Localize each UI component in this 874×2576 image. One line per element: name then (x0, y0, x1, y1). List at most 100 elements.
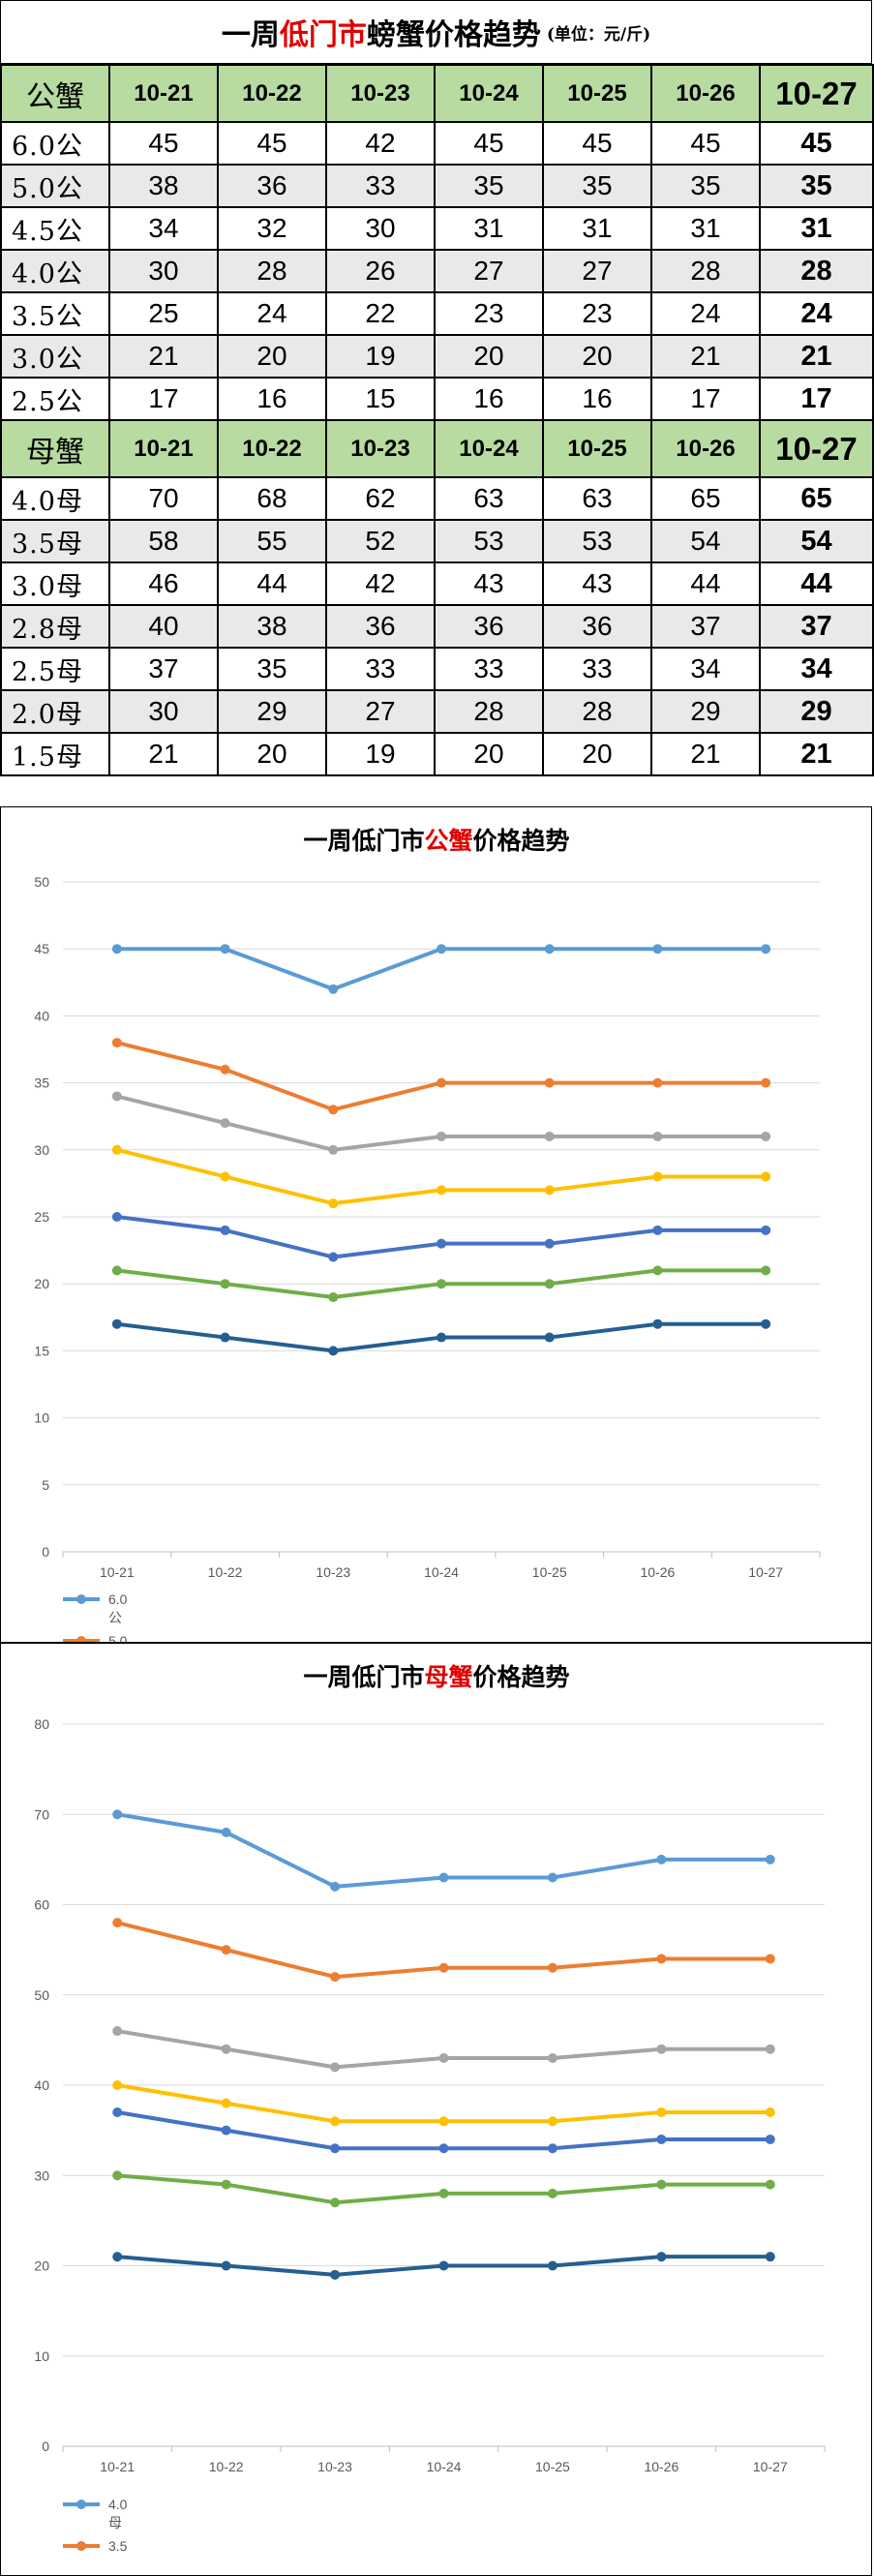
data-point (765, 1954, 775, 1964)
price-cell: 34 (650, 647, 761, 691)
data-point (547, 1872, 558, 1883)
data-point (652, 1131, 663, 1141)
x-tick-label: 10-26 (644, 2459, 678, 2474)
price-cell: 54 (650, 519, 761, 563)
data-point (765, 2252, 775, 2262)
date-header-cell: 10-21 (108, 64, 219, 123)
x-tick-label: 10-25 (532, 1564, 567, 1580)
table-row: 1.5母 21 20 19 20 20 21 21 (0, 732, 874, 776)
legend-entry: 3.5 (63, 2538, 128, 2554)
data-point (544, 1238, 555, 1249)
data-point (437, 1077, 446, 1088)
price-cell: 17 (759, 377, 874, 421)
data-point (438, 2260, 449, 2271)
y-tick-label: 40 (34, 2077, 49, 2093)
data-point (112, 2252, 123, 2262)
chart-title-prefix: 一周低门市 (303, 827, 424, 855)
price-cell: 36 (434, 604, 544, 649)
data-point (761, 1225, 771, 1235)
title-unit: (单位：元/斤) (546, 24, 651, 45)
data-point (547, 2116, 558, 2127)
data-point (547, 1962, 558, 1973)
data-point (112, 2170, 123, 2181)
price-cell: 36 (217, 164, 327, 208)
price-cell: 35 (217, 647, 327, 691)
x-tick-label: 10-27 (748, 1564, 783, 1580)
data-point (221, 2044, 231, 2054)
female-table-header-label: 母蟹 (0, 419, 110, 478)
price-cell: 37 (650, 604, 761, 649)
page-title-bar: 一周低门市螃蟹价格趋势 (单位：元/斤) (0, 0, 872, 64)
price-cell: 28 (217, 249, 327, 293)
table-row: 5.0公 38 36 33 35 35 35 35 (0, 164, 874, 208)
x-tick-label: 10-24 (427, 2459, 462, 2474)
table-row: 3.5母 58 55 52 53 53 54 54 (0, 519, 874, 563)
legend-marker (76, 1594, 86, 1604)
data-point (111, 1038, 122, 1048)
legend-label-cont: 母 (108, 2515, 122, 2531)
data-point (765, 2134, 775, 2144)
price-cell: 42 (325, 121, 436, 166)
row-label: 3.0母 (0, 561, 110, 606)
table-row: 2.5公 17 16 15 16 16 17 17 (0, 377, 874, 421)
data-point (438, 1872, 449, 1883)
series-path (116, 2083, 770, 2124)
male-crab-chart-panel: 一周低门市公蟹价格趋势 0 5 10 15 20 25 30 35 40 45 50 10-21 10-2… (0, 806, 872, 1643)
date-header-cell: 10-23 (325, 419, 436, 478)
price-cell: 27 (542, 249, 652, 293)
series-line (112, 2080, 775, 2127)
y-tick-label: 10 (34, 2349, 49, 2364)
row-label: 4.0母 (0, 476, 110, 521)
data-point (330, 2197, 341, 2208)
data-point (761, 1131, 771, 1141)
data-point (652, 1265, 663, 1276)
data-point (437, 1332, 446, 1343)
female-crab-price-chart: 一周低门市母蟹价格趋势 0 10 20 30 40 50 60 70 80 10-21 10-22 10… (34, 1663, 826, 2554)
price-cell: 20 (542, 334, 652, 379)
date-header-cell: 10-22 (217, 419, 327, 478)
row-label: 4.5公 (0, 206, 110, 251)
series-line (112, 2252, 775, 2280)
price-cell: 32 (217, 206, 327, 251)
price-cell: 45 (542, 121, 652, 166)
price-cell: 33 (542, 647, 652, 691)
data-point (652, 944, 663, 955)
data-point (656, 1954, 667, 1964)
series-line (112, 2106, 775, 2154)
series-line (111, 1318, 771, 1356)
data-point (761, 1077, 771, 1088)
data-point (220, 1225, 230, 1235)
row-label: 5.0公 (0, 164, 110, 208)
price-cell: 31 (759, 206, 874, 251)
series-line (112, 1918, 775, 1983)
y-tick-label: 5 (42, 1477, 49, 1493)
data-point (111, 1144, 122, 1155)
series-path (116, 1147, 767, 1206)
price-cell: 44 (759, 561, 874, 606)
data-point (544, 1131, 555, 1141)
data-point (765, 1854, 775, 1864)
y-tick-label: 15 (34, 1343, 49, 1358)
price-cell: 33 (434, 647, 544, 691)
y-tick-label: 0 (42, 1544, 49, 1560)
data-point (656, 2252, 667, 2262)
price-cell: 20 (434, 732, 544, 776)
data-point (438, 2188, 449, 2198)
y-tick-label: 40 (34, 1008, 49, 1023)
x-tick-label: 10-23 (317, 2459, 352, 2474)
data-point (221, 2260, 231, 2271)
data-point (111, 1265, 122, 1276)
data-point (547, 2053, 558, 2064)
data-point (328, 1292, 339, 1303)
date-header-cell: 10-27 (759, 64, 874, 123)
price-cell: 37 (759, 604, 874, 649)
data-point (328, 984, 339, 994)
y-tick-label: 20 (34, 2258, 49, 2274)
legend-label: 3.5 (108, 2538, 128, 2554)
row-label: 3.5公 (0, 291, 110, 336)
table-row: 2.0母 30 29 27 28 28 29 29 (0, 689, 874, 734)
date-header-cell: 10-21 (108, 419, 219, 478)
data-point (761, 944, 771, 955)
data-point (330, 2116, 341, 2127)
price-cell: 22 (325, 291, 436, 336)
